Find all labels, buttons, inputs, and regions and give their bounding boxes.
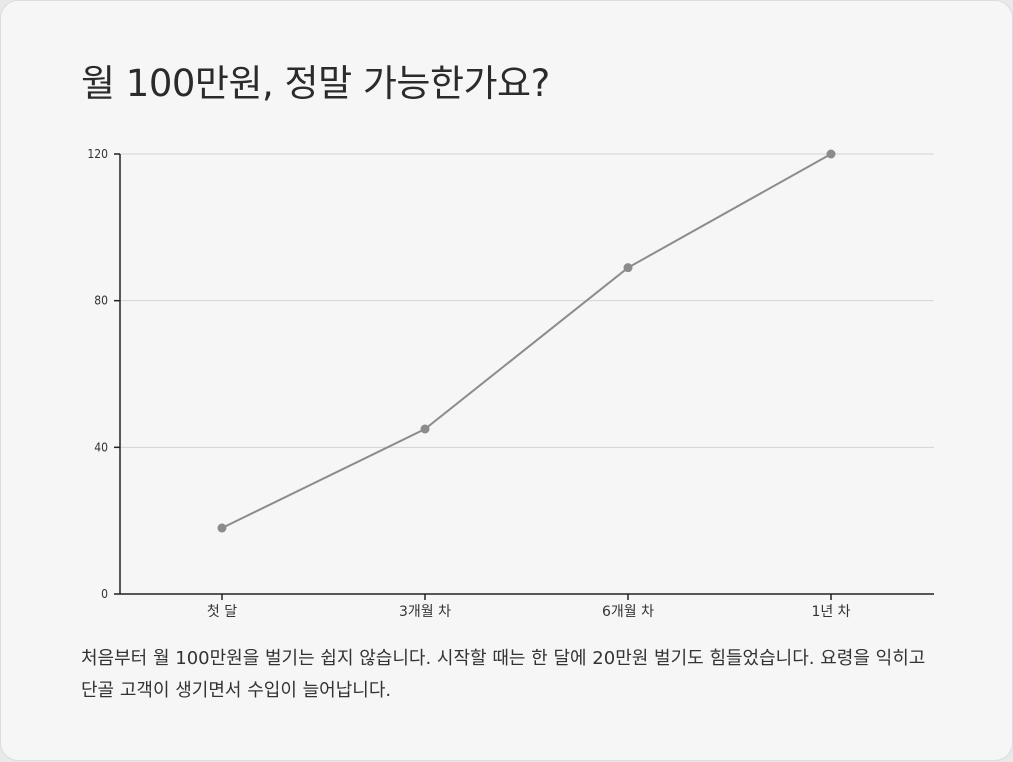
y-tick-label: 40 bbox=[94, 440, 108, 454]
chart-description: 처음부터 월 100만원을 벌기는 쉽지 않습니다. 시작할 때는 한 달에 2… bbox=[81, 648, 926, 701]
y-tick-label: 120 bbox=[87, 147, 108, 161]
data-point bbox=[826, 149, 836, 159]
data-point bbox=[217, 523, 227, 533]
series-line bbox=[221, 153, 832, 529]
y-tick-label: 0 bbox=[101, 587, 108, 601]
data-point bbox=[420, 424, 430, 434]
x-tick-label: 1년 차 bbox=[811, 604, 850, 620]
page-title: 월 100만원, 정말 가능한가요? bbox=[81, 62, 550, 105]
x-tick-label: 첫 달 bbox=[207, 604, 237, 620]
x-tick-label: 6개월 차 bbox=[602, 604, 654, 620]
y-tick-label: 80 bbox=[94, 294, 108, 308]
data-point bbox=[623, 263, 633, 273]
x-tick-label: 3개월 차 bbox=[399, 604, 451, 620]
